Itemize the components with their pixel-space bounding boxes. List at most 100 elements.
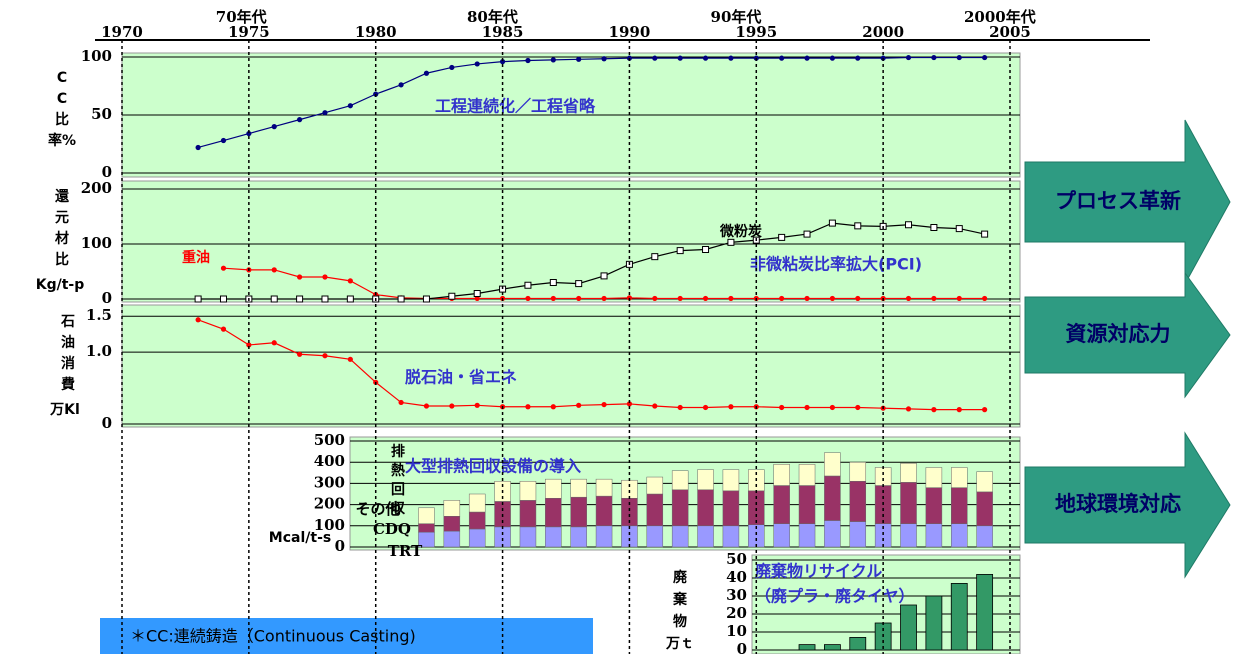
legend-label: TRT <box>388 542 423 560</box>
bar <box>950 583 968 651</box>
arrow <box>1024 119 1231 285</box>
marker <box>322 110 328 116</box>
y-tick-label: 0 <box>102 289 112 307</box>
bar <box>900 604 917 651</box>
bar-segment <box>748 490 765 525</box>
decade-label: 70年代 <box>216 8 267 26</box>
y-axis-label: 消 <box>61 355 75 372</box>
y-axis-label: C <box>57 70 67 86</box>
bar-segment <box>798 464 816 486</box>
marker <box>677 295 683 302</box>
bar-segment <box>646 476 664 495</box>
bar-segment <box>519 481 537 501</box>
marker <box>397 295 405 303</box>
bar-segment <box>468 511 486 530</box>
x-tick-label: 1985 <box>482 23 524 41</box>
y-tick-label: 500 <box>314 431 345 449</box>
y-axis-label: 熱 <box>391 462 405 479</box>
marker <box>728 295 734 302</box>
bar-segment <box>925 487 943 524</box>
marker <box>576 56 582 62</box>
x-tick-label: 1995 <box>735 23 777 41</box>
bar-segment <box>570 526 587 548</box>
marker <box>702 295 709 302</box>
y-axis-label: 石 <box>60 314 75 330</box>
marker <box>931 295 937 302</box>
bar-segment <box>900 482 917 524</box>
y-tick-label: 100 <box>81 234 112 252</box>
marker <box>652 55 658 61</box>
bar-segment <box>595 495 613 527</box>
bar <box>925 595 943 651</box>
marker <box>855 404 861 411</box>
footnote-box <box>100 618 593 654</box>
marker <box>576 402 582 408</box>
marker <box>931 54 937 61</box>
marker <box>575 280 583 288</box>
bar-segment <box>468 493 486 513</box>
bar-segment <box>976 525 993 548</box>
y-tick-label: 10 <box>726 622 747 640</box>
marker <box>220 137 227 144</box>
bar <box>976 574 994 651</box>
marker <box>321 295 329 303</box>
y-tick-label: 200 <box>81 179 112 197</box>
marker <box>449 403 455 409</box>
marker <box>829 295 836 302</box>
marker <box>956 54 962 61</box>
marker <box>982 407 988 413</box>
marker <box>728 55 734 61</box>
series-line <box>197 56 985 149</box>
bar-segment <box>545 497 562 528</box>
marker <box>449 64 455 71</box>
marker <box>549 279 557 286</box>
y-axis-label: 棄 <box>672 591 688 608</box>
marker <box>576 295 582 302</box>
marker <box>905 221 913 229</box>
y-tick-label: 0 <box>335 537 345 555</box>
bar-segment <box>925 467 943 488</box>
y-tick-label: 30 <box>726 586 747 604</box>
marker <box>905 295 912 302</box>
marker <box>652 403 658 409</box>
marker <box>347 278 353 284</box>
y-axis-label: 比 <box>55 251 69 268</box>
bar-segment <box>519 500 537 528</box>
bar-segment <box>722 469 740 492</box>
marker <box>422 295 430 303</box>
y-axis-label: 油 <box>61 334 75 351</box>
y-axis-label: 費 <box>61 376 75 393</box>
marker <box>474 61 480 67</box>
marker <box>779 404 785 411</box>
marker <box>626 401 633 407</box>
marker <box>525 295 531 302</box>
marker <box>296 295 304 303</box>
bar-segment <box>697 489 714 527</box>
marker <box>677 55 683 61</box>
y-tick-label: 300 <box>314 473 345 491</box>
bar-segment <box>468 528 486 548</box>
y-axis-label: C <box>57 91 67 107</box>
marker <box>829 55 836 61</box>
arrow <box>1024 271 1231 399</box>
bar-segment <box>773 464 790 486</box>
marker <box>550 404 556 410</box>
y-axis-label: 万ｔ <box>665 636 694 652</box>
marker <box>955 225 963 233</box>
y-axis-label: Mcal/t-s <box>269 530 331 546</box>
bar-segment <box>671 470 689 491</box>
footnote: ＊CC:連続鋳造（Continuous Casting) <box>130 627 416 646</box>
bar-segment <box>951 487 968 524</box>
bar-segment <box>798 523 816 548</box>
marker <box>297 351 303 357</box>
annotation: 工程連続化／工程省略 <box>435 97 596 116</box>
marker <box>297 117 303 123</box>
marker <box>524 281 532 289</box>
marker <box>828 219 836 227</box>
marker <box>195 144 201 151</box>
marker <box>448 292 456 300</box>
bar-segment <box>595 525 613 548</box>
annotation: 廃棄物リサイクル <box>755 562 882 581</box>
marker <box>499 59 506 65</box>
marker <box>651 253 659 261</box>
